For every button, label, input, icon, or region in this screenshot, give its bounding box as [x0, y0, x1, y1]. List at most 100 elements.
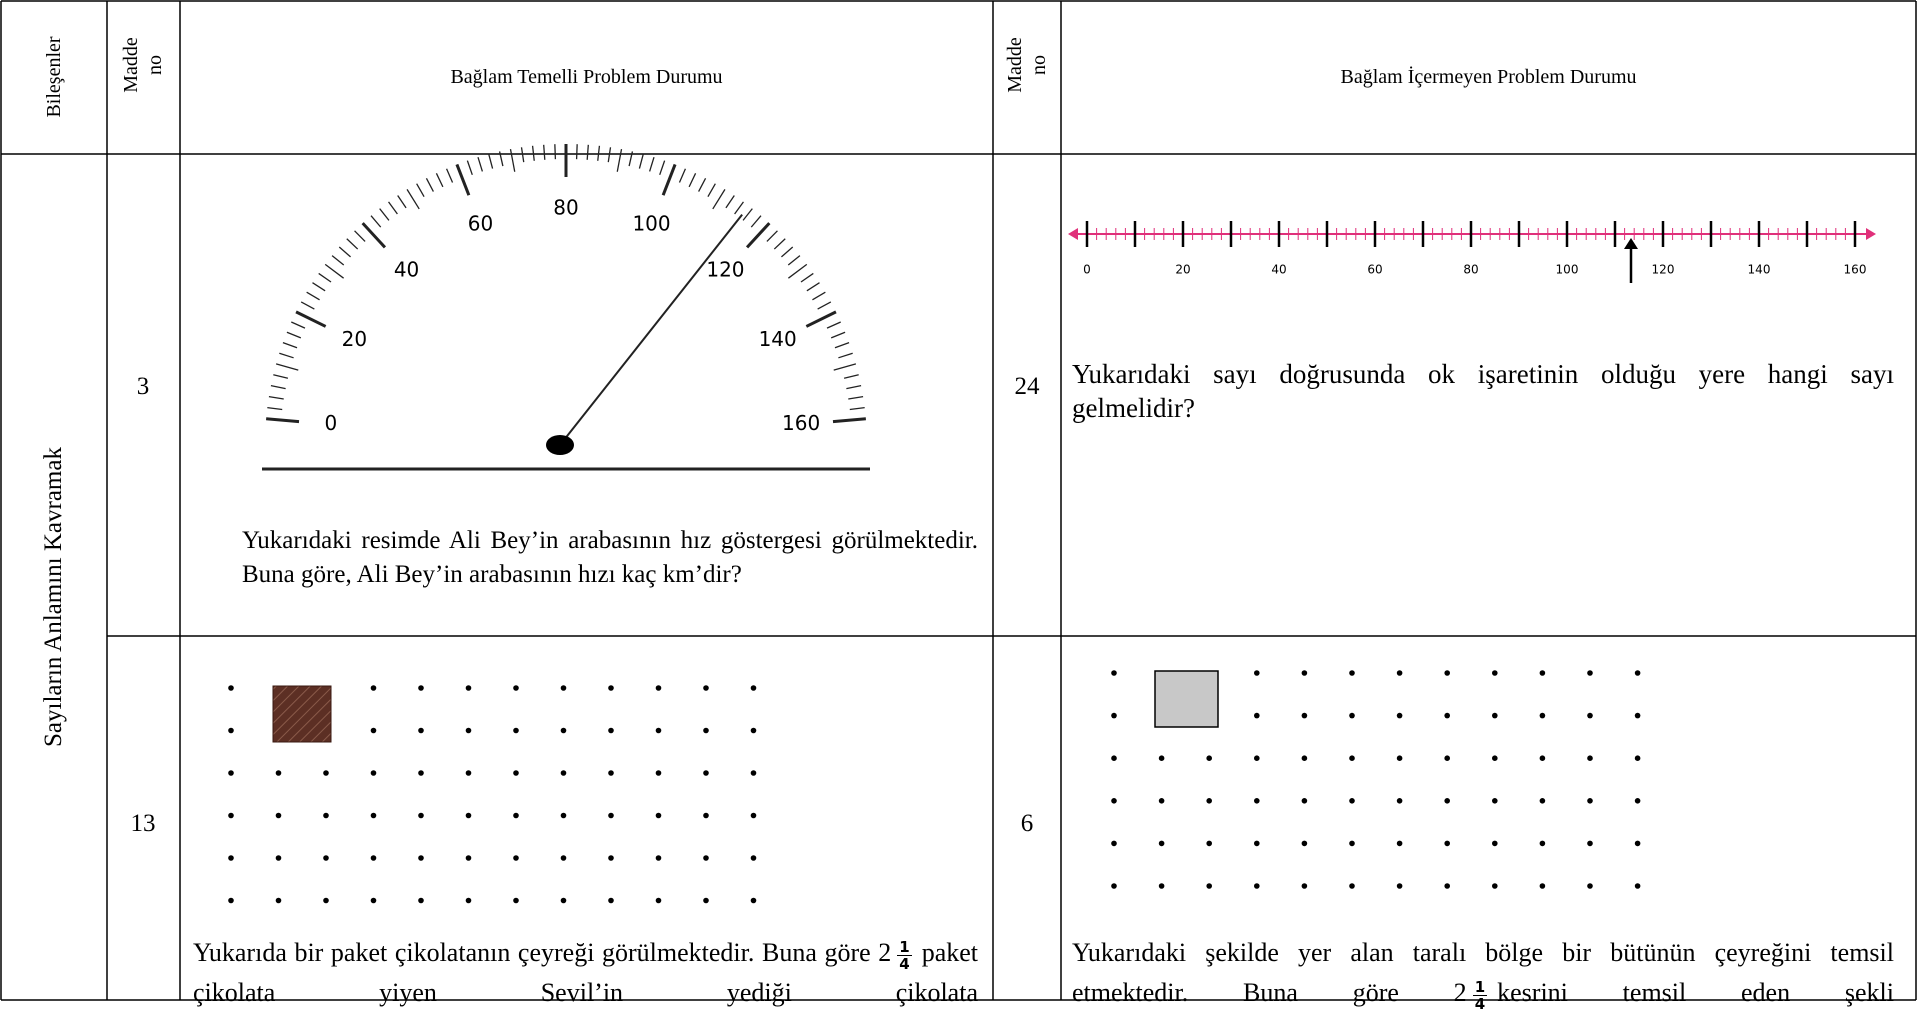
dial-tick — [389, 202, 398, 214]
grid-dot — [228, 855, 234, 861]
denominator: 4 — [899, 956, 909, 972]
grid-dot — [1397, 883, 1403, 889]
dial-tick — [291, 322, 305, 328]
grid-dot — [608, 728, 614, 734]
dial-label: 20 — [342, 327, 367, 351]
grid-dot — [1397, 670, 1403, 676]
dial-label: 60 — [468, 212, 493, 236]
grid-dot — [1492, 841, 1498, 847]
grid-dot — [656, 685, 662, 691]
dial-tick — [355, 231, 366, 242]
grid-dot — [276, 855, 282, 861]
dial-tick — [689, 173, 695, 187]
grid-dot — [1254, 670, 1260, 676]
grid-dot — [703, 855, 709, 861]
grid-dot — [703, 728, 709, 734]
grid-dot — [418, 770, 424, 776]
dial-tick — [788, 264, 806, 278]
table-borders — [1, 1, 1916, 1000]
dial-tick — [287, 332, 301, 338]
grid-dot — [513, 770, 519, 776]
grid-dot — [1206, 798, 1212, 804]
grid-dot — [1397, 798, 1403, 804]
dial-tick — [838, 353, 852, 358]
grid-dot — [1397, 755, 1403, 761]
header-cell: Madde no — [119, 30, 167, 100]
grid-dot — [371, 855, 377, 861]
grid-dot — [1587, 755, 1593, 761]
dial-tick — [850, 408, 865, 410]
dial-tick — [663, 164, 675, 195]
grid-dot — [513, 898, 519, 904]
dial-tick — [417, 184, 424, 197]
dial-tick — [743, 209, 752, 221]
grid-dot — [608, 770, 614, 776]
item-number: 6 — [1021, 810, 1034, 838]
grid-dot — [703, 685, 709, 691]
grid-dot — [1540, 755, 1546, 761]
grid-dot — [1492, 755, 1498, 761]
dial-tick — [347, 239, 358, 249]
dial-tick — [339, 247, 350, 257]
item-number: 24 — [1015, 373, 1040, 401]
grid-dot — [513, 855, 519, 861]
speedometer: 020406080100120140160 — [262, 144, 870, 469]
dial-tick — [371, 216, 381, 227]
grid-dot — [608, 685, 614, 691]
dial-tick — [380, 209, 389, 221]
header-cell: Bağlam Temelli Problem Durumu — [180, 65, 993, 89]
grid-dot — [1492, 670, 1498, 676]
grid-dot — [1206, 883, 1212, 889]
axis-label: 20 — [1175, 263, 1190, 277]
grid-dot — [276, 813, 282, 819]
grid-dot — [656, 898, 662, 904]
axis-label: 140 — [1748, 263, 1771, 277]
grid-dot — [1254, 798, 1260, 804]
arrow-head — [1068, 228, 1078, 240]
grid-dot — [1587, 883, 1593, 889]
dial-tick — [747, 223, 769, 247]
grid-dot — [228, 770, 234, 776]
grid-dot — [1444, 883, 1450, 889]
grid-dot — [1444, 670, 1450, 676]
grid-dot — [1159, 755, 1165, 761]
grid-dot — [1111, 841, 1117, 847]
axis-label: 60 — [1367, 263, 1382, 277]
grid-dot — [418, 813, 424, 819]
grid-dot — [1635, 798, 1641, 804]
needle — [560, 215, 742, 445]
dial-tick — [767, 231, 778, 242]
grid-dot — [466, 685, 472, 691]
dial-tick — [781, 247, 792, 257]
item-number: 3 — [137, 373, 150, 401]
dial-tick — [467, 161, 472, 175]
grid-dot — [323, 855, 329, 861]
axis-label: 0 — [1083, 263, 1091, 277]
grid-dot — [656, 728, 662, 734]
dial-tick — [296, 312, 326, 327]
dial-tick — [587, 145, 588, 160]
dial-tick — [846, 386, 861, 389]
dial-tick — [774, 239, 785, 249]
text-part: Yukarıda bir paket çikolatanın çeyreği g… — [193, 938, 891, 967]
grid-dot — [513, 728, 519, 734]
grid-dot — [656, 855, 662, 861]
grid-dot — [371, 813, 377, 819]
grid-dot — [1302, 883, 1308, 889]
dial-label: 100 — [632, 212, 670, 236]
numerator: 1 — [897, 939, 911, 956]
dial-tick — [726, 195, 734, 207]
grid-dot — [1587, 713, 1593, 719]
pointer-head — [1624, 238, 1638, 249]
grid-dot — [751, 898, 757, 904]
page: 020406080100120140160 020406080100120140… — [0, 0, 1918, 1026]
grid-dot — [1635, 713, 1641, 719]
grid-dot — [466, 855, 472, 861]
grid-dot — [1111, 755, 1117, 761]
grid-dot — [1111, 798, 1117, 804]
grid-dot — [1635, 670, 1641, 676]
dial-tick — [533, 146, 535, 161]
grid-dot — [1349, 670, 1355, 676]
question-text: Yukarıdaki resimde Ali Bey’in arabasının… — [242, 524, 978, 592]
